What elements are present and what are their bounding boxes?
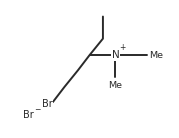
Text: Br: Br — [23, 110, 34, 120]
Text: −: − — [34, 105, 40, 114]
Text: Br: Br — [42, 99, 53, 109]
Text: Me: Me — [108, 81, 122, 90]
Text: N: N — [112, 50, 119, 60]
Text: +: + — [119, 43, 125, 52]
Text: Me: Me — [149, 51, 163, 60]
